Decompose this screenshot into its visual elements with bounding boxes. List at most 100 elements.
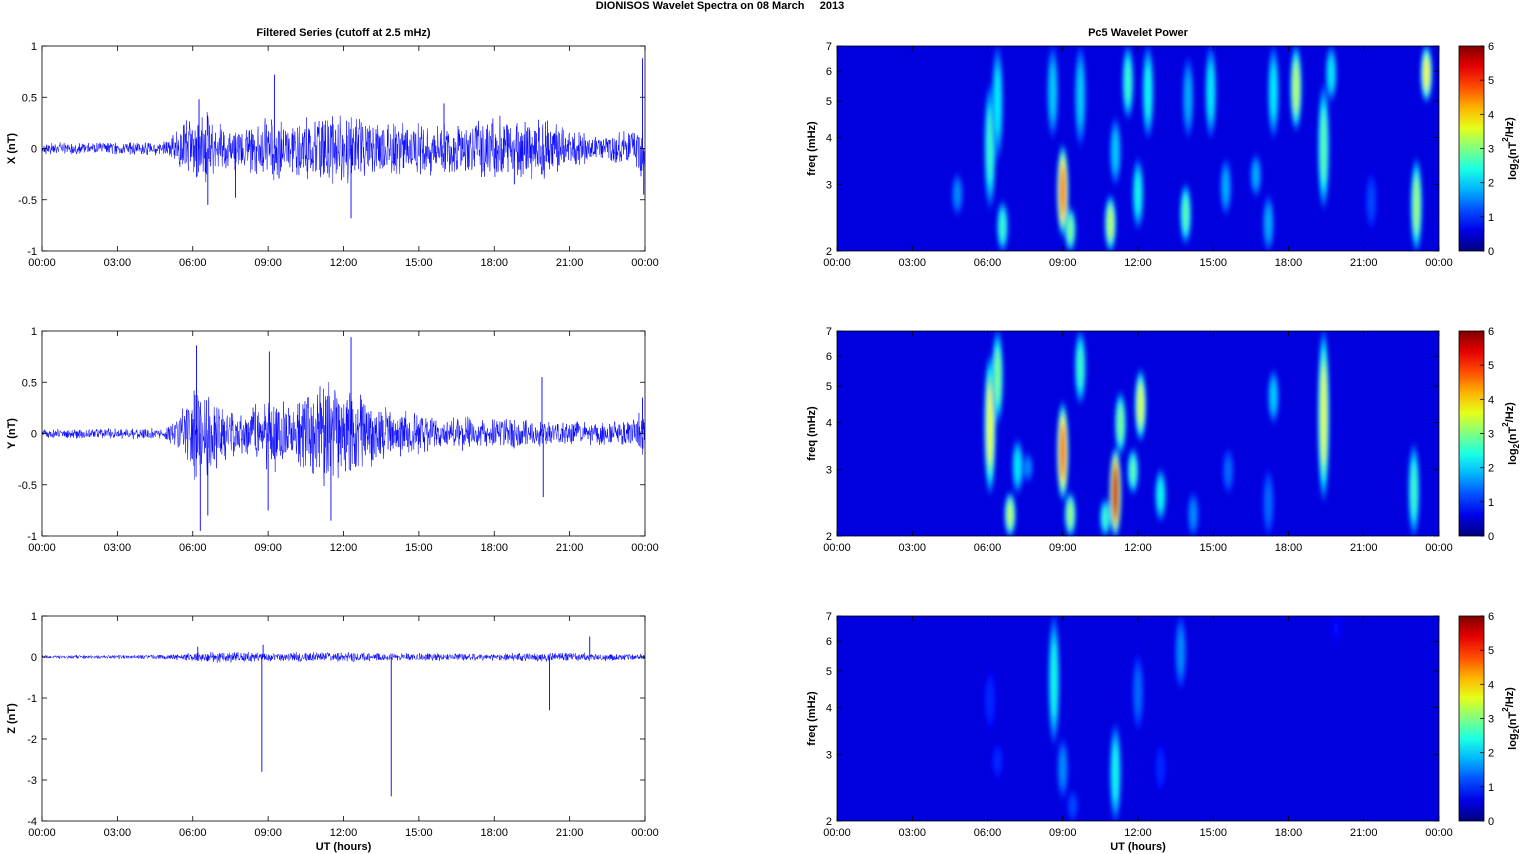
y-tick-label: 0 <box>31 144 37 156</box>
heatmap-blob-7 <box>1135 670 1141 714</box>
heatmap-blob-4 <box>1000 212 1005 241</box>
y-tick-label: 0.5 <box>22 377 37 389</box>
y-tick-label: 2 <box>826 246 832 258</box>
x-axis: 00:00 03:00 06:00 09:00 12:00 15:00 18:00 21:00… <box>28 616 659 839</box>
x-tick-label: 06:00 <box>179 542 207 554</box>
y-tick-label: -0.5 <box>18 195 37 207</box>
x-tick-label: 15:00 <box>1199 257 1227 269</box>
x-tick-label: 03:00 <box>898 542 926 554</box>
y-tick-label: 1 <box>31 41 37 53</box>
y-tick-label: 0 <box>31 429 37 441</box>
chart-panel-4: 00:00 03:00 06:00 09:00 12:00 15:00 18:00 21:00… <box>806 27 1521 269</box>
x-tick-label: 21:00 <box>1350 257 1378 269</box>
colorbar-label-part: log <box>1507 733 1519 750</box>
x-tick-label: 06:00 <box>179 827 207 839</box>
heatmap-blob-24 <box>1368 185 1374 217</box>
heatmap-blob-17 <box>1266 483 1271 523</box>
x-tick-label: 03:00 <box>898 827 926 839</box>
y-axis-label: X (nT) <box>6 133 18 164</box>
heatmap-blob-8 <box>1077 66 1083 125</box>
x-axis: 00:00 03:00 06:00 09:00 12:00 15:00 18:00 21:00… <box>823 331 1453 554</box>
x-tick-label: 03:00 <box>104 257 132 269</box>
colorbar-label-part: (nT <box>1507 427 1519 444</box>
x-tick-label: 00:00 <box>823 257 851 269</box>
heatmap-blob-11 <box>1125 61 1131 104</box>
x-tick-label: 15:00 <box>405 257 433 269</box>
heatmap-blob-10 <box>1333 621 1339 636</box>
y-axis-label: freq (mHz) <box>806 691 818 746</box>
heatmap-blob-10 <box>1113 132 1118 171</box>
heatmap-blob-3 <box>1007 502 1013 527</box>
colorbar-tick-label: 6 <box>1488 41 1494 53</box>
colorbar-label-part: 2 <box>1512 443 1521 448</box>
heatmap-cells <box>951 46 1433 251</box>
y-tick-label: 4 <box>826 703 832 715</box>
x-tick-label: 12:00 <box>1124 827 1152 839</box>
colorbar-tick-label: 0 <box>1488 816 1494 828</box>
colorbar-tick-label: 3 <box>1488 144 1494 156</box>
x-tick-label: 00:00 <box>1425 542 1453 554</box>
colorbar-tick-label: 2 <box>1488 178 1494 190</box>
y-tick-label: 7 <box>826 41 832 53</box>
y-tick-label: 2 <box>826 531 832 543</box>
x-tick-label: 21:00 <box>1350 827 1378 839</box>
y-tick-label: -1 <box>27 531 37 543</box>
heatmap-blob-11 <box>1118 405 1123 442</box>
x-tick-label: 18:00 <box>480 827 508 839</box>
heatmap-blob-1 <box>987 384 993 465</box>
x-tick-label: 21:00 <box>556 542 584 554</box>
colorbar-label: log2(nT2/Hz) <box>1501 687 1521 750</box>
heatmap-blob-19 <box>1266 207 1271 240</box>
colorbar-label-part: log <box>1507 448 1519 465</box>
colorbar-gradient <box>1458 615 1485 822</box>
plot-frame <box>41 615 646 822</box>
colorbar-label-part: 2 <box>1512 728 1521 733</box>
y-axis: 1 0 -1 -2 -3 -4 <box>27 611 645 828</box>
heatmap-blob-9 <box>1178 631 1184 674</box>
heatmap-blob-13 <box>1138 385 1143 426</box>
colorbar-tick-label: 5 <box>1488 645 1494 657</box>
heatmap-blob-13 <box>1145 65 1151 119</box>
x-tick-label: 12:00 <box>330 542 358 554</box>
y-tick-label: 1 <box>31 326 37 338</box>
heatmap-cells <box>984 616 1343 821</box>
heatmap-blob-23 <box>1328 57 1334 90</box>
x-tick-label: 06:00 <box>974 542 1002 554</box>
heatmap-blob-14 <box>1158 480 1163 510</box>
colorbar-tick-label: 4 <box>1488 109 1494 121</box>
x-tick-label: 12:00 <box>330 827 358 839</box>
heatmap-blob-3 <box>1051 642 1057 718</box>
x-tick-label: 09:00 <box>254 827 282 839</box>
y-axis: 1 0.5 0 -0.5 -1 <box>18 41 645 258</box>
figure-suptitle: DIONISOS Wavelet Spectra on 08 March 201… <box>596 0 844 12</box>
x-tick-label: 18:00 <box>480 257 508 269</box>
heatmap-blob-19 <box>1321 366 1327 465</box>
x-tick-label: 00:00 <box>28 542 56 554</box>
heatmap-blob-21 <box>1293 63 1299 113</box>
y-tick-label: -2 <box>27 734 37 746</box>
heatmap-blob-2 <box>995 350 1000 404</box>
heatmap-blob-20 <box>1271 65 1276 119</box>
series-trace <box>42 382 645 487</box>
x-tick-label: 15:00 <box>1199 542 1227 554</box>
x-tick-label: 00:00 <box>1425 827 1453 839</box>
heatmap-blob-15 <box>1190 502 1196 527</box>
colorbar-tick-label: 2 <box>1488 463 1494 475</box>
colorbar-label-part: /Hz) <box>1504 687 1516 708</box>
colorbar-label-part: (nT <box>1507 712 1519 729</box>
x-tick-label: 00:00 <box>28 257 56 269</box>
heatmap-blob-22 <box>1321 111 1327 183</box>
colorbar-tick-label: 2 <box>1488 748 1494 760</box>
heatmap-blob-14 <box>1183 196 1189 231</box>
colorbar-tick-label: 1 <box>1488 212 1494 224</box>
x-tick-label: 09:00 <box>1049 542 1077 554</box>
colorbar-gradient <box>1458 330 1485 537</box>
colorbar-label: log2(nT2/Hz) <box>1501 402 1521 465</box>
y-tick-label: 5 <box>826 666 832 678</box>
heatmap-blob-25 <box>1414 178 1419 232</box>
chart-panel-5: 00:00 03:00 06:00 09:00 12:00 15:00 18:00 21:00… <box>806 326 1521 554</box>
y-tick-label: 3 <box>826 750 832 762</box>
colorbar-tick-label: 5 <box>1488 75 1494 87</box>
y-tick-label: 3 <box>826 465 832 477</box>
